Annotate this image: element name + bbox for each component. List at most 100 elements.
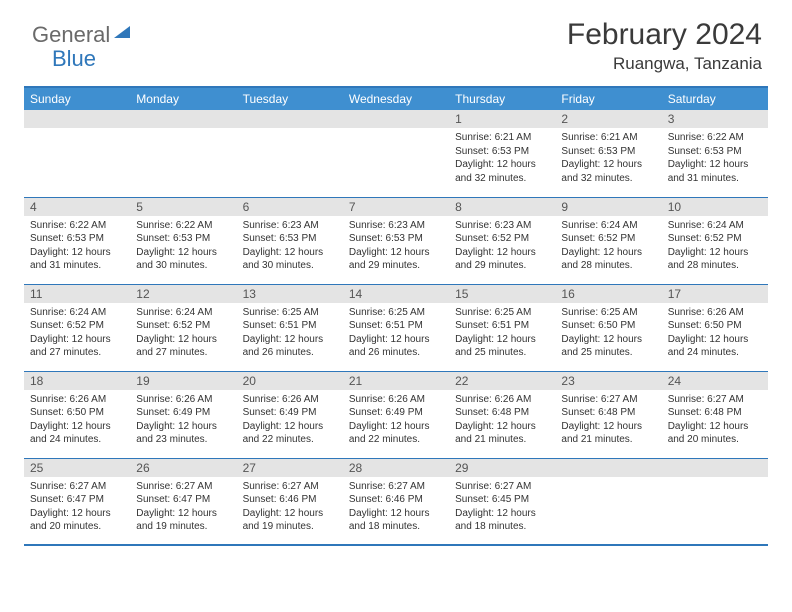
- day-number: 13: [237, 285, 343, 303]
- day-d1: Daylight: 12 hours: [668, 333, 762, 347]
- day-sunrise: Sunrise: 6:21 AM: [561, 131, 655, 145]
- day-d1: Daylight: 12 hours: [243, 507, 337, 521]
- day-sunrise: Sunrise: 6:23 AM: [349, 219, 443, 233]
- day-sunset: Sunset: 6:52 PM: [136, 319, 230, 333]
- calendar-day-cell: 4Sunrise: 6:22 AMSunset: 6:53 PMDaylight…: [24, 197, 130, 284]
- day-number: 8: [449, 198, 555, 216]
- day-number: 24: [662, 372, 768, 390]
- day-details: Sunrise: 6:27 AMSunset: 6:47 PMDaylight:…: [130, 477, 236, 538]
- calendar-day-cell: 2Sunrise: 6:21 AMSunset: 6:53 PMDaylight…: [555, 110, 661, 197]
- day-d1: Daylight: 12 hours: [455, 246, 549, 260]
- day-sunrise: Sunrise: 6:25 AM: [243, 306, 337, 320]
- day-sunrise: Sunrise: 6:27 AM: [243, 480, 337, 494]
- day-sunrise: Sunrise: 6:24 AM: [30, 306, 124, 320]
- day-d2: and 25 minutes.: [561, 346, 655, 360]
- day-details: Sunrise: 6:22 AMSunset: 6:53 PMDaylight:…: [662, 128, 768, 189]
- calendar-day-cell: 6Sunrise: 6:23 AMSunset: 6:53 PMDaylight…: [237, 197, 343, 284]
- calendar-day-cell: [24, 110, 130, 197]
- day-sunset: Sunset: 6:46 PM: [243, 493, 337, 507]
- brand-part2: Blue: [52, 46, 96, 72]
- day-d1: Daylight: 12 hours: [561, 158, 655, 172]
- day-d2: and 28 minutes.: [561, 259, 655, 273]
- day-sunset: Sunset: 6:50 PM: [561, 319, 655, 333]
- day-sunset: Sunset: 6:49 PM: [136, 406, 230, 420]
- day-d1: Daylight: 12 hours: [30, 333, 124, 347]
- day-d1: Daylight: 12 hours: [30, 507, 124, 521]
- calendar-day-cell: 8Sunrise: 6:23 AMSunset: 6:52 PMDaylight…: [449, 197, 555, 284]
- calendar-day-cell: [237, 110, 343, 197]
- day-sunset: Sunset: 6:52 PM: [668, 232, 762, 246]
- day-sunset: Sunset: 6:48 PM: [668, 406, 762, 420]
- day-details: Sunrise: 6:23 AMSunset: 6:52 PMDaylight:…: [449, 216, 555, 277]
- day-details: Sunrise: 6:27 AMSunset: 6:46 PMDaylight:…: [343, 477, 449, 538]
- day-d2: and 21 minutes.: [455, 433, 549, 447]
- day-sunrise: Sunrise: 6:27 AM: [561, 393, 655, 407]
- day-d2: and 18 minutes.: [455, 520, 549, 534]
- dayname-header: Thursday: [449, 87, 555, 110]
- calendar-body: 1Sunrise: 6:21 AMSunset: 6:53 PMDaylight…: [24, 110, 768, 545]
- calendar-day-cell: 22Sunrise: 6:26 AMSunset: 6:48 PMDayligh…: [449, 371, 555, 458]
- day-number: 1: [449, 110, 555, 128]
- calendar-day-cell: 27Sunrise: 6:27 AMSunset: 6:46 PMDayligh…: [237, 458, 343, 545]
- day-number: 23: [555, 372, 661, 390]
- day-details: Sunrise: 6:24 AMSunset: 6:52 PMDaylight:…: [130, 303, 236, 364]
- day-d1: Daylight: 12 hours: [561, 333, 655, 347]
- calendar-day-cell: 9Sunrise: 6:24 AMSunset: 6:52 PMDaylight…: [555, 197, 661, 284]
- day-number: 2: [555, 110, 661, 128]
- calendar-day-cell: 17Sunrise: 6:26 AMSunset: 6:50 PMDayligh…: [662, 284, 768, 371]
- day-sunset: Sunset: 6:49 PM: [243, 406, 337, 420]
- calendar-day-cell: 14Sunrise: 6:25 AMSunset: 6:51 PMDayligh…: [343, 284, 449, 371]
- day-d1: Daylight: 12 hours: [455, 507, 549, 521]
- dayname-header: Sunday: [24, 87, 130, 110]
- day-sunrise: Sunrise: 6:26 AM: [668, 306, 762, 320]
- day-d1: Daylight: 12 hours: [455, 420, 549, 434]
- day-number: 6: [237, 198, 343, 216]
- calendar-day-cell: 1Sunrise: 6:21 AMSunset: 6:53 PMDaylight…: [449, 110, 555, 197]
- day-sunrise: Sunrise: 6:25 AM: [561, 306, 655, 320]
- day-details: Sunrise: 6:26 AMSunset: 6:49 PMDaylight:…: [343, 390, 449, 451]
- day-number: 11: [24, 285, 130, 303]
- calendar-day-cell: [555, 458, 661, 545]
- day-number: [130, 110, 236, 128]
- calendar-day-cell: 15Sunrise: 6:25 AMSunset: 6:51 PMDayligh…: [449, 284, 555, 371]
- day-d1: Daylight: 12 hours: [668, 246, 762, 260]
- month-title: February 2024: [24, 18, 762, 52]
- day-sunrise: Sunrise: 6:25 AM: [455, 306, 549, 320]
- page-header: February 2024 Ruangwa, Tanzania: [24, 18, 768, 74]
- calendar-day-cell: 3Sunrise: 6:22 AMSunset: 6:53 PMDaylight…: [662, 110, 768, 197]
- day-number: 3: [662, 110, 768, 128]
- day-d2: and 26 minutes.: [349, 346, 443, 360]
- day-sunset: Sunset: 6:47 PM: [136, 493, 230, 507]
- day-sunset: Sunset: 6:52 PM: [30, 319, 124, 333]
- day-number: 14: [343, 285, 449, 303]
- day-sunset: Sunset: 6:51 PM: [349, 319, 443, 333]
- day-details: Sunrise: 6:26 AMSunset: 6:50 PMDaylight:…: [24, 390, 130, 451]
- calendar-week-row: 4Sunrise: 6:22 AMSunset: 6:53 PMDaylight…: [24, 197, 768, 284]
- dayname-header: Saturday: [662, 87, 768, 110]
- calendar-day-cell: 26Sunrise: 6:27 AMSunset: 6:47 PMDayligh…: [130, 458, 236, 545]
- day-number: [237, 110, 343, 128]
- day-number: 17: [662, 285, 768, 303]
- calendar-week-row: 1Sunrise: 6:21 AMSunset: 6:53 PMDaylight…: [24, 110, 768, 197]
- day-d2: and 23 minutes.: [136, 433, 230, 447]
- day-details: Sunrise: 6:21 AMSunset: 6:53 PMDaylight:…: [555, 128, 661, 189]
- day-sunset: Sunset: 6:52 PM: [455, 232, 549, 246]
- day-d2: and 27 minutes.: [30, 346, 124, 360]
- day-d1: Daylight: 12 hours: [561, 420, 655, 434]
- day-sunrise: Sunrise: 6:27 AM: [455, 480, 549, 494]
- day-sunrise: Sunrise: 6:27 AM: [349, 480, 443, 494]
- day-d2: and 19 minutes.: [243, 520, 337, 534]
- calendar-day-cell: 12Sunrise: 6:24 AMSunset: 6:52 PMDayligh…: [130, 284, 236, 371]
- day-sunrise: Sunrise: 6:26 AM: [243, 393, 337, 407]
- location-subtitle: Ruangwa, Tanzania: [24, 54, 762, 74]
- day-d1: Daylight: 12 hours: [243, 420, 337, 434]
- day-details: Sunrise: 6:25 AMSunset: 6:51 PMDaylight:…: [343, 303, 449, 364]
- day-details: Sunrise: 6:23 AMSunset: 6:53 PMDaylight:…: [237, 216, 343, 277]
- day-number: 28: [343, 459, 449, 477]
- day-d2: and 22 minutes.: [243, 433, 337, 447]
- day-d2: and 22 minutes.: [349, 433, 443, 447]
- day-number: 22: [449, 372, 555, 390]
- day-d2: and 18 minutes.: [349, 520, 443, 534]
- day-number: 4: [24, 198, 130, 216]
- day-d1: Daylight: 12 hours: [136, 420, 230, 434]
